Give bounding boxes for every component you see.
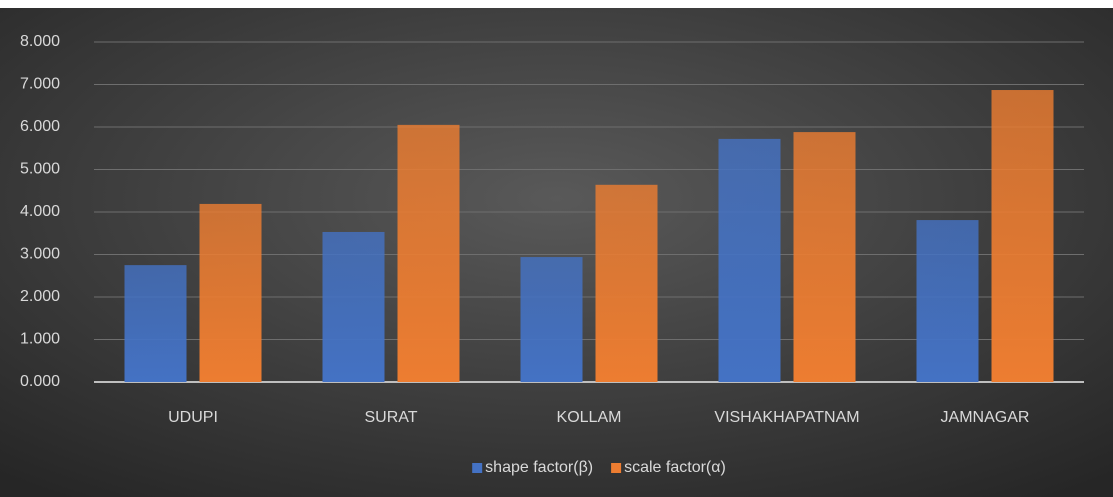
y-tick-label: 3.000 <box>20 246 60 263</box>
x-tick-label: SURAT <box>364 409 417 426</box>
legend: shape factor(β) scale factor(α) <box>472 459 726 476</box>
bar <box>718 138 781 382</box>
legend-label: shape factor(β) <box>485 459 593 476</box>
bar <box>793 132 856 382</box>
bar <box>991 90 1054 383</box>
y-tick-label: 4.000 <box>20 203 60 220</box>
bar <box>397 124 460 382</box>
bar <box>322 231 385 382</box>
bar <box>595 184 658 382</box>
legend-label: scale factor(α) <box>624 459 726 476</box>
x-tick-label: KOLLAM <box>557 409 622 426</box>
legend-swatch <box>611 463 622 473</box>
page-strip <box>0 0 1113 8</box>
y-tick-label: 2.000 <box>20 288 60 305</box>
y-tick-label: 7.000 <box>20 76 60 93</box>
x-tick-label: UDUPI <box>168 409 218 426</box>
x-tick-label: VISHAKHAPATNAM <box>714 409 859 426</box>
bar <box>520 257 583 382</box>
bar <box>199 203 262 382</box>
y-tick-label: 6.000 <box>20 118 60 135</box>
y-tick-label: 8.000 <box>20 33 60 50</box>
y-tick-label: 0.000 <box>20 373 60 390</box>
bar <box>916 220 979 382</box>
x-tick-label: JAMNAGAR <box>941 409 1030 426</box>
y-tick-label: 1.000 <box>20 331 60 348</box>
bar <box>124 265 187 382</box>
y-tick-label: 5.000 <box>20 161 60 178</box>
legend-swatch <box>472 463 483 473</box>
